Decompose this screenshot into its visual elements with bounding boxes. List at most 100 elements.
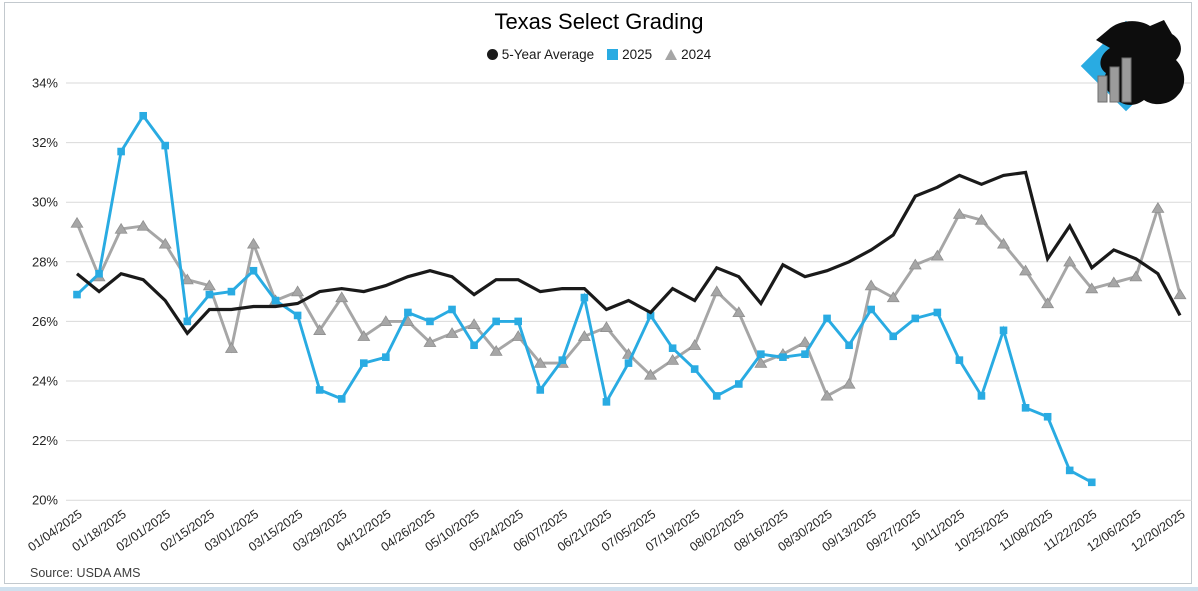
y-axis-label: 28%: [32, 254, 58, 269]
triangle-marker: [1085, 282, 1099, 294]
brand-logo: [1080, 20, 1185, 112]
square-marker: [580, 293, 589, 302]
square-marker: [602, 398, 611, 406]
square-marker: [382, 353, 390, 361]
triangle-marker: [666, 353, 680, 365]
series-2025: [73, 111, 1096, 487]
bar-chart-icon: [1097, 57, 1132, 103]
square-marker: [845, 341, 853, 350]
square-marker: [514, 317, 522, 326]
square-marker: [73, 290, 81, 299]
triangle-marker: [732, 306, 746, 318]
triangle-marker: [1063, 255, 1077, 267]
triangle-marker: [158, 237, 172, 249]
square-marker: [271, 296, 280, 305]
square-marker: [1087, 478, 1096, 487]
square-marker: [933, 308, 942, 317]
y-axis-label: 22%: [32, 433, 58, 448]
triangle-marker: [202, 279, 216, 291]
square-marker: [183, 317, 192, 326]
triangle-marker: [952, 207, 966, 219]
triangle-marker: [533, 356, 547, 368]
legend-item-2025: 2025: [607, 47, 652, 62]
triangle-marker: [180, 273, 194, 285]
square-marker: [448, 305, 456, 314]
triangle-marker: [1151, 201, 1165, 213]
bottom-accent-strip: [0, 587, 1198, 591]
square-marker: [536, 386, 545, 394]
legend-label: 2024: [681, 47, 712, 62]
y-axis-labels: 34% 32% 30% 28% 26% 24% 22% 20%: [32, 76, 58, 508]
source-note: Source: USDA AMS: [30, 566, 141, 580]
circle-legend-marker-icon: [486, 49, 498, 60]
triangle-marker: [379, 315, 393, 327]
triangle-marker: [599, 321, 613, 332]
chart-frame: [4, 2, 1192, 584]
square-marker: [712, 392, 721, 400]
triangle-marker: [224, 342, 238, 353]
triangle-marker: [136, 219, 150, 231]
triangle-marker: [246, 237, 260, 249]
square-marker: [911, 314, 920, 323]
square-marker: [139, 111, 147, 120]
triangle-marker: [1107, 276, 1121, 288]
square-marker: [205, 290, 214, 299]
y-axis-label: 30%: [32, 195, 58, 210]
square-marker: [95, 269, 103, 278]
triangle-marker: [997, 237, 1011, 249]
triangle-marker: [291, 285, 305, 297]
y-axis-label: 24%: [32, 374, 58, 389]
square-marker: [801, 350, 809, 358]
square-marker: [470, 341, 478, 350]
y-axis-label: 34%: [32, 76, 58, 91]
triangle-marker: [974, 213, 988, 225]
square-legend-marker-icon: [607, 49, 619, 60]
square-marker: [977, 392, 986, 400]
legend-item-2024: 2024: [665, 47, 711, 62]
triangle-legend-marker-icon: [665, 49, 678, 60]
y-axis-label: 20%: [32, 493, 58, 508]
square-marker: [735, 380, 743, 388]
square-marker: [646, 311, 655, 320]
triangle-marker: [644, 368, 658, 380]
triangle-marker: [798, 336, 812, 347]
square-marker: [624, 359, 633, 367]
triangle-marker: [445, 327, 459, 338]
triangle-marker: [467, 318, 481, 329]
triangle-marker: [511, 330, 525, 341]
triangle-marker: [1129, 270, 1143, 282]
square-marker: [249, 266, 258, 275]
square-marker: [1021, 404, 1030, 412]
triangle-marker: [313, 324, 327, 335]
square-marker: [690, 365, 699, 373]
square-marker: [558, 356, 567, 364]
square-marker: [823, 314, 831, 323]
square-marker: [117, 147, 125, 156]
y-axis-label: 26%: [32, 314, 58, 329]
square-marker: [779, 353, 787, 361]
y-axis-label: 32%: [32, 135, 58, 150]
triangle-marker: [754, 356, 768, 368]
square-marker: [867, 305, 875, 314]
square-marker: [227, 287, 236, 296]
triangle-marker: [864, 279, 878, 291]
triangle-marker: [1019, 264, 1033, 276]
gridlines: [66, 82, 1192, 501]
square-marker: [955, 356, 964, 364]
square-marker: [315, 386, 324, 394]
triangle-marker: [930, 249, 944, 261]
triangle-marker: [70, 216, 84, 228]
triangle-marker: [423, 336, 437, 347]
legend-item-5-year-average: 5-Year Average: [486, 47, 594, 62]
triangle-marker: [577, 330, 591, 341]
square-marker: [161, 141, 170, 150]
triangle-marker: [688, 339, 702, 350]
legend: 5-Year Average 2025 2024: [0, 47, 1198, 62]
square-marker: [668, 344, 677, 353]
triangle-marker: [820, 389, 834, 401]
triangle-marker: [114, 222, 128, 234]
triangle-marker: [1173, 288, 1187, 300]
triangle-marker: [1041, 297, 1055, 309]
triangle-marker: [489, 345, 503, 356]
triangle-marker: [357, 330, 371, 341]
